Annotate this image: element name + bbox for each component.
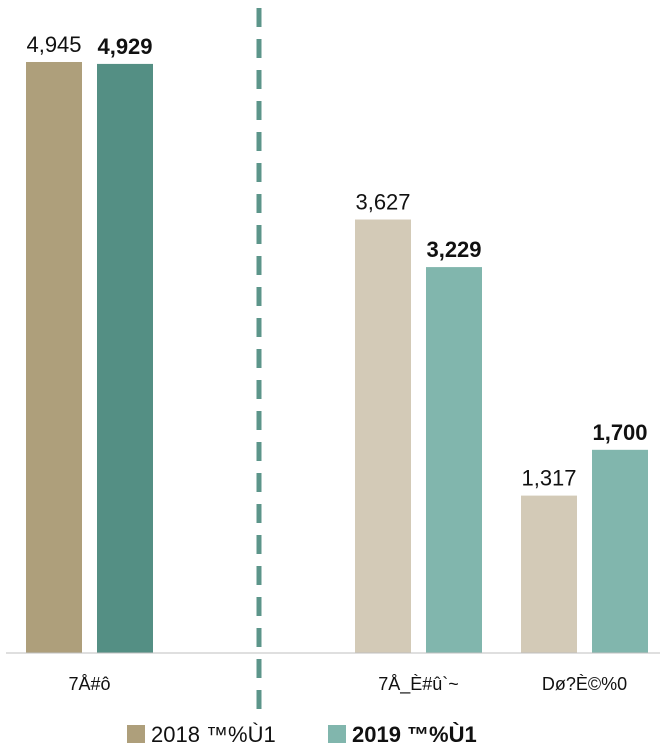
legend-swatch-2 [328, 725, 346, 743]
category-label-1: 7Å#ô [68, 674, 110, 694]
value-label-s1-c2: 3,627 [355, 190, 410, 215]
legend-label-2: 2019 ™%Ù1 [352, 722, 477, 747]
value-label-s2-c2: 3,229 [426, 237, 481, 262]
bar-s2-c1 [97, 63, 153, 654]
bar-s2-c3 [592, 449, 648, 653]
bar-s1-c3 [521, 495, 577, 653]
value-label-s2-c3: 1,700 [592, 420, 647, 445]
value-label-s1-c3: 1,317 [521, 466, 576, 491]
value-label-s2-c1: 4,929 [97, 34, 152, 59]
value-label-s1-c1: 4,945 [26, 32, 81, 57]
category-label-3: Dø?È©%0 [542, 674, 627, 694]
bar-s2-c2 [426, 267, 482, 653]
legend-label-1: 2018 ™%Ù1 [151, 722, 276, 747]
category-label-2: 7Å_È#û`~ [378, 674, 459, 695]
bar-s1-c2 [355, 219, 411, 653]
bar-s1-c1 [26, 62, 82, 653]
legend-swatch-1 [127, 725, 145, 743]
